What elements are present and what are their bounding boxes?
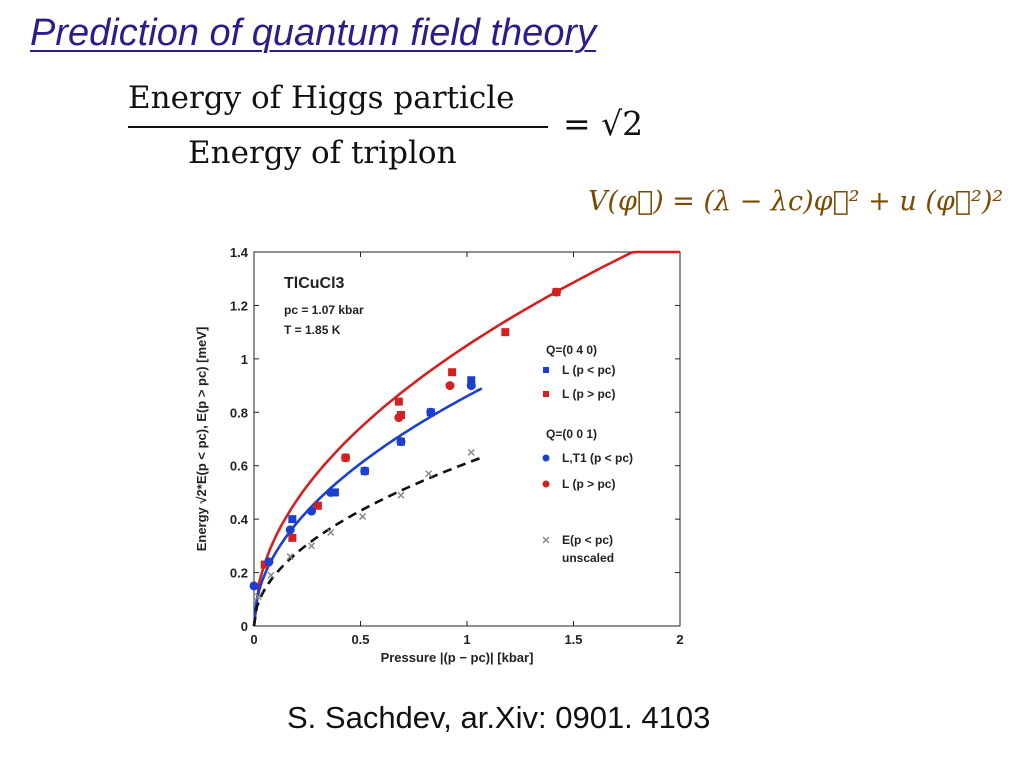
legend-marker-square [543,391,549,397]
data-point-circle [307,506,317,516]
x-tick-label: 0.5 [351,632,369,647]
data-point-square [288,533,297,542]
data-point-circle [341,453,351,463]
x-axis-label: Pressure |(p − pc)| [kbar] [381,650,534,665]
citation: S. Sachdev, ar.Xiv: 0901. 4103 [287,700,711,735]
data-point-circle [285,525,295,535]
potential-formula: V(φ⃗) = (λ − λc)φ⃗² + u (φ⃗²)² [588,186,1004,217]
y-axis-label: Energy √2*E(p < pc), E(p > pc) [meV] [194,327,209,552]
data-point-cross [254,593,262,601]
legend-label: L (p > pc) [562,387,615,401]
legend-label: E(p < pc) [562,533,613,547]
data-point-square [260,560,269,569]
slide-title: Prediction of quantum field theory [30,12,597,54]
data-point-circle [326,487,336,497]
data-point-circle [551,287,561,297]
annotation-pc: pc = 1.07 kbar [284,303,364,317]
legend-marker-cross [542,536,550,544]
annotation-material: TlCuCl3 [284,275,345,292]
x-tick-label: 1.5 [564,632,582,647]
y-tick-label: 0.4 [230,512,249,527]
data-point-circle [426,407,436,417]
data-point-cross [467,448,475,456]
x-tick-label: 2 [676,632,683,647]
data-point-square [501,328,510,337]
energy-pressure-chart: 0 0.5 1 1.5 2 0 0.2 0.4 0.6 0.8 1 1.2 1.4 Pressure |(… [190,238,710,678]
legend-marker-circle [542,480,550,488]
data-point-circle [396,437,406,447]
x-tick-label: 0 [250,632,257,647]
data-point-cross [286,553,294,561]
y-tick-label: 0.6 [230,459,248,474]
fit-curve [252,456,483,627]
chart-svg: 0 0.5 1 1.5 2 0 0.2 0.4 0.6 0.8 1 1.2 1.4 Pressure |(… [194,245,684,665]
data-point-square [313,501,322,510]
data-point-circle [249,581,259,591]
data-point-circle [394,413,404,423]
data-point-cross [267,571,275,579]
legend-header: Q=(0 0 1) [546,427,597,441]
x-tick-label: 1 [463,632,470,647]
y-tick-label: 0.2 [230,566,248,581]
annotation-temp: T = 1.85 K [284,323,341,337]
data-point-cross [425,470,433,478]
y-tick-label: 0 [241,619,248,634]
legend-marker-square [543,367,549,373]
data-point-circle [360,466,370,476]
y-tick-label: 1.4 [230,245,249,260]
fit-curve [252,250,680,627]
data-point-circle [264,557,274,567]
legend-marker-circle [542,454,550,462]
fraction-bar [128,126,548,128]
data-point-square [288,515,297,524]
y-tick-label: 0.8 [230,405,248,420]
y-tick-label: 1.2 [230,298,248,313]
data-point-cross [359,512,367,521]
legend-header: Q=(0 4 0) [546,343,597,357]
data-point-square [448,368,457,377]
data-point-cross [397,491,405,499]
formula-denominator: Energy of triplon [188,135,457,171]
data-point-cross [327,528,335,537]
legend-label: L (p < pc) [562,363,615,377]
formula-equals-sqrt2: = √2 [563,104,644,143]
data-point-circle [445,381,455,391]
legend-label: L (p > pc) [562,477,615,491]
legend-label-sub: unscaled [562,551,614,565]
y-tick-label: 1 [241,352,248,367]
data-point-square [394,397,403,406]
legend-label: L,T1 (p < pc) [562,451,633,465]
formula-numerator: Energy of Higgs particle [128,80,515,116]
data-point-circle [466,381,476,391]
data-point-cross [307,542,316,550]
data-point-square [467,376,476,385]
